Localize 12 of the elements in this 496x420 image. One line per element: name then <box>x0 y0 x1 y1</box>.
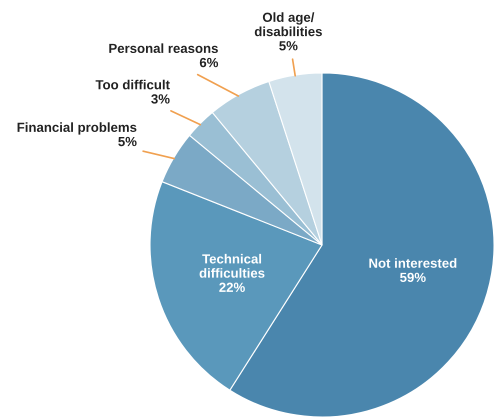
slice-label: Personal reasons <box>109 43 218 54</box>
data-label: 6% <box>200 58 218 68</box>
slice-label: Old age/ disabilities <box>254 12 322 36</box>
slice-label: Technical difficulties <box>200 254 264 278</box>
data-label: 22% <box>219 282 245 292</box>
slice-label: Not interested <box>369 258 456 268</box>
data-label: 5% <box>279 41 298 50</box>
data-label: 3% <box>151 94 170 104</box>
slice-label: Too difficult <box>96 80 170 90</box>
data-label: 5% <box>118 136 137 146</box>
data-label: 59% <box>400 272 426 282</box>
slice-label: Financial problems <box>18 122 136 135</box>
